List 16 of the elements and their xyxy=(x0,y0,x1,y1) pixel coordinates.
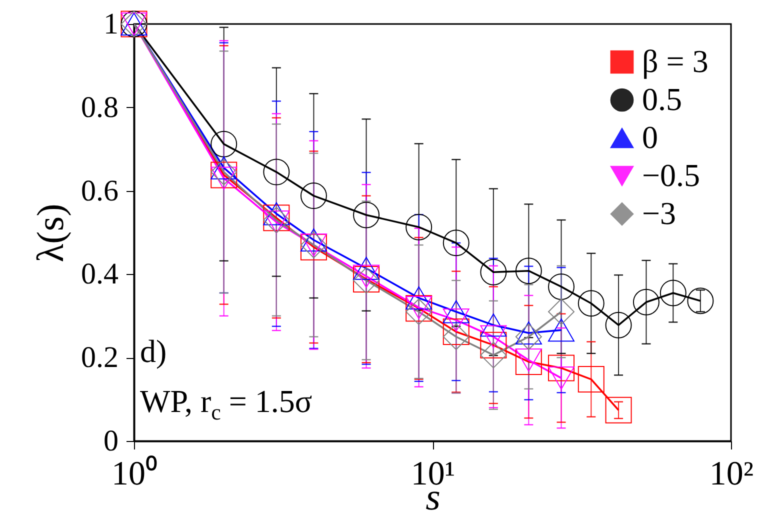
y-tick-label: 1 xyxy=(104,8,118,40)
legend-label: β = 3 xyxy=(642,43,708,79)
legend-label: 0 xyxy=(642,119,658,155)
annotation: d) xyxy=(140,333,167,369)
legend-label: −3 xyxy=(642,195,676,231)
y-axis-title: λ(s) xyxy=(30,204,72,262)
legend-label: 0.5 xyxy=(642,81,682,117)
y-tick-label: 0.6 xyxy=(81,174,118,208)
y-tick-label: 0.8 xyxy=(81,90,118,124)
x-tick-label: 10⁰ xyxy=(112,456,158,492)
y-tick-label: 0.4 xyxy=(81,258,118,291)
y-tick-label: 0 xyxy=(104,424,118,458)
annotation: WP, r$_{c}$ = 1.5σ xyxy=(140,383,312,424)
legend-label: −0.5 xyxy=(642,157,700,193)
y-tick-label: 0.2 xyxy=(81,341,118,374)
x-tick-label: 10² xyxy=(709,456,754,492)
